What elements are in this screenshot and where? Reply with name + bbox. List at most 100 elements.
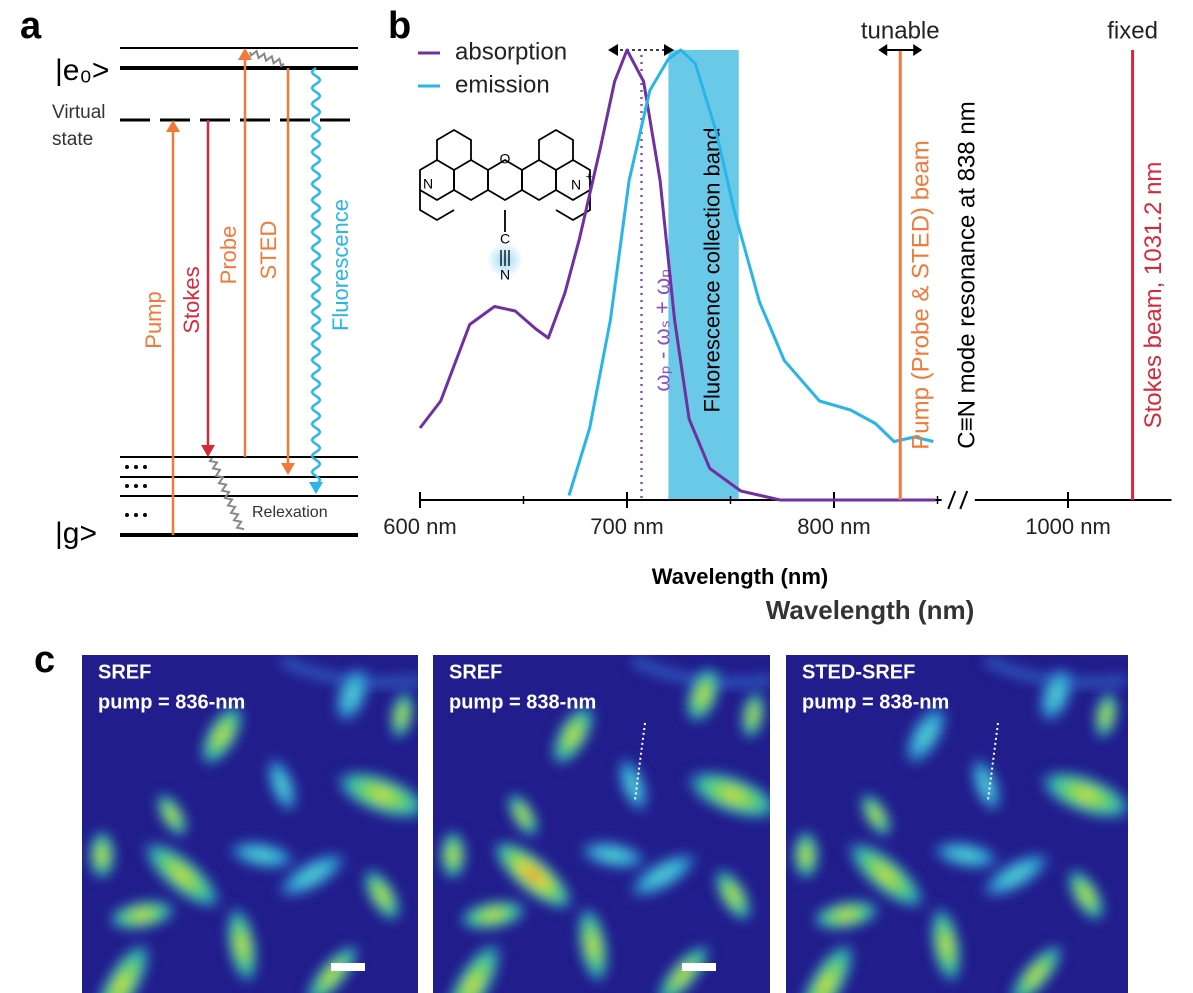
image-subtitle: pump = 838-nm — [449, 691, 596, 713]
arrow-head — [166, 120, 180, 132]
arrow-head — [878, 44, 923, 56]
image-subtitle: pump = 838-nm — [802, 691, 949, 713]
image-title: SREF — [98, 661, 151, 683]
atom: + — [586, 171, 592, 183]
cell — [626, 850, 700, 900]
image-row: SREF pump = 836-nm SREF pump = 838-nm STED-S… — [82, 655, 1128, 993]
scale-bar — [331, 963, 365, 971]
x-tick-label: 800 nm — [797, 514, 870, 539]
blobs — [439, 665, 770, 993]
atom: N — [500, 267, 510, 283]
cell — [969, 755, 1003, 815]
scale-bar — [682, 963, 716, 971]
cell — [810, 898, 882, 932]
fluorescence-arrow — [310, 66, 322, 486]
beam-note: tunable — [861, 17, 940, 44]
atom: N — [571, 177, 581, 193]
spectrum-line — [418, 48, 936, 502]
cell — [1007, 942, 1065, 993]
cell — [684, 665, 722, 725]
cell — [333, 665, 371, 725]
cell — [1093, 689, 1119, 741]
transition-label: Pump — [141, 291, 166, 348]
resonance-label: C≡N mode resonance at 838 nm — [953, 101, 980, 449]
cell — [141, 839, 223, 911]
dots — [125, 465, 147, 517]
cell — [796, 939, 856, 993]
cell — [903, 702, 949, 768]
panel-label: c — [34, 639, 55, 681]
cell — [88, 829, 116, 881]
sref-image — [786, 655, 1128, 993]
spectrum-chart: N O N + C N Wavelength (nm) C≡N mode res… — [383, 17, 1172, 589]
transition-label: Fluorescence — [328, 199, 353, 331]
cell — [275, 850, 349, 900]
relaxation-label: Relexation — [252, 504, 328, 521]
axis-title: Wavelength (nm) — [766, 595, 974, 625]
cell — [550, 702, 596, 768]
cell — [1037, 769, 1128, 821]
arrow-head — [281, 463, 295, 475]
arrow-head — [201, 445, 215, 457]
cell — [443, 939, 503, 993]
cell — [930, 839, 1002, 871]
cell — [389, 689, 415, 741]
energy-diagram: |e₀> Virtual state |g> Pump Stokes Probe… — [52, 47, 358, 550]
arrow-head — [309, 482, 323, 494]
state-label: |g> — [55, 517, 97, 550]
cell — [226, 839, 298, 871]
cell — [492, 839, 574, 911]
beam-note: fixed — [1107, 17, 1158, 44]
cell — [740, 689, 766, 741]
image-title: SREF — [449, 661, 502, 683]
spectrum-line — [567, 48, 934, 496]
cell — [684, 769, 770, 821]
cell — [792, 829, 820, 881]
transition-label: Probe — [216, 226, 241, 285]
transition-label: STED — [256, 221, 281, 280]
band-label: Fluorescence collection band — [699, 128, 724, 413]
x-tick-label: 1000 nm — [1025, 514, 1111, 539]
cell — [713, 867, 753, 923]
cell — [576, 904, 610, 986]
relaxation-arrow — [249, 49, 285, 68]
atom: O — [500, 151, 511, 167]
cell — [199, 702, 245, 768]
relaxation-arrow — [208, 457, 245, 531]
x-tick-label: 600 nm — [383, 514, 456, 539]
legend-label: absorption — [455, 38, 567, 65]
cell — [654, 942, 712, 993]
cell — [616, 755, 650, 815]
axis-break — [947, 490, 969, 510]
atom: N — [423, 176, 433, 192]
collection-band — [668, 50, 739, 500]
cell — [506, 791, 540, 839]
state-label: Virtual — [52, 102, 106, 123]
sref-image — [433, 655, 770, 993]
state-label: |e₀> — [55, 54, 109, 87]
cell — [1066, 867, 1106, 923]
cell — [225, 904, 259, 986]
state-label: state — [52, 129, 93, 150]
cell — [439, 829, 467, 881]
cell — [362, 867, 402, 923]
beam-label: Stokes beam, 1031.2 nm — [1140, 162, 1167, 429]
cell — [1037, 665, 1075, 725]
cell — [333, 769, 418, 821]
molecule — [419, 128, 591, 232]
triple-bond — [500, 250, 510, 266]
x-tick-label: 700 nm — [590, 514, 663, 539]
blobs — [88, 665, 418, 993]
cell — [155, 791, 189, 839]
cell — [929, 904, 963, 986]
cell — [457, 898, 529, 932]
beam-label: Pump (Probe & STED) beam — [908, 140, 935, 449]
panel-label: b — [388, 5, 411, 47]
cell — [845, 839, 927, 911]
cell — [859, 791, 893, 839]
cell — [577, 839, 649, 871]
cell — [265, 755, 299, 815]
atom: C — [500, 231, 510, 247]
cell — [303, 942, 361, 993]
